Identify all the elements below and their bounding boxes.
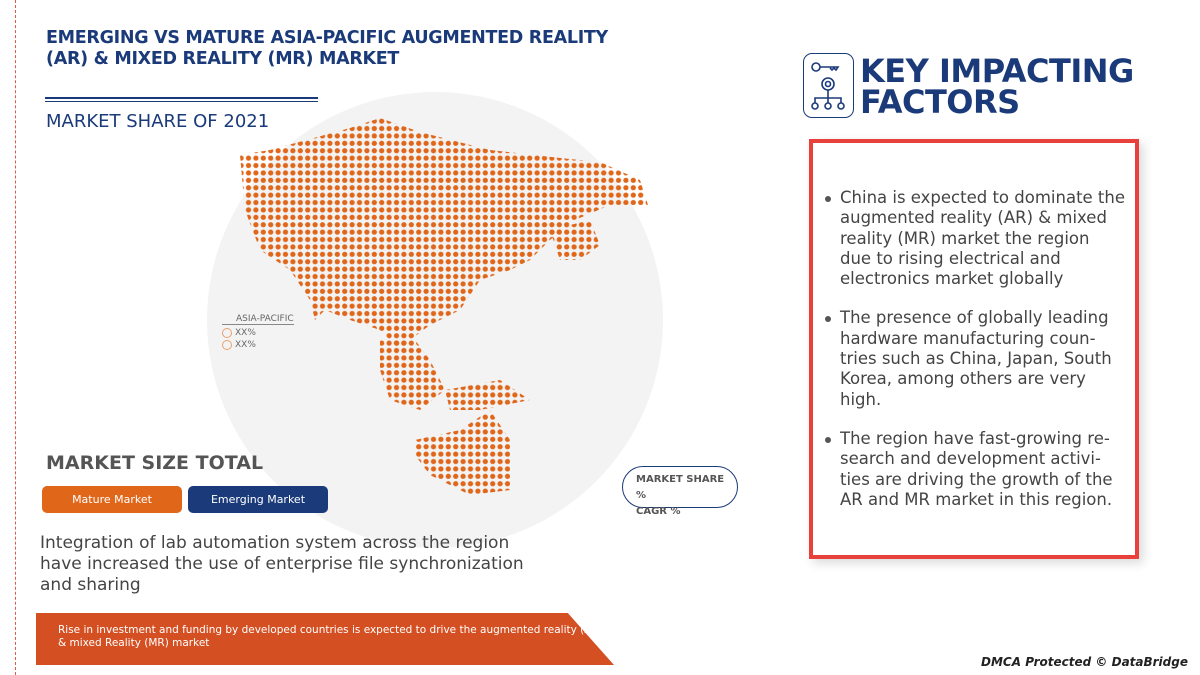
market-size-title: MARKET SIZE TOTAL	[46, 452, 264, 474]
growth-icon	[222, 340, 232, 350]
map-region-korea-japan	[550, 220, 600, 260]
market-share-label: MARKET SHARE %	[636, 474, 725, 501]
map-region-russia-china	[240, 118, 648, 350]
cagr-label: CAGR %	[636, 506, 681, 517]
key-factor-item: The region have fast-growing re-search a…	[823, 429, 1125, 510]
asia-pacific-dot-map	[240, 118, 648, 495]
page-title: EMERGING VS MATURE ASIA-PACIFIC AUGMENTE…	[46, 28, 608, 69]
legend-item: XX%	[222, 328, 294, 338]
key-factor-item: China is expected to dominate the augmen…	[823, 188, 1125, 289]
map-legend: ASIA-PACIFIC XX% XX%	[222, 314, 294, 350]
legend-region: ASIA-PACIFIC	[222, 314, 294, 325]
market-share-cagr-badge: MARKET SHARE % CAGR %	[622, 466, 738, 517]
mature-market-button[interactable]: Mature Market	[42, 486, 182, 513]
key-factor-item: The presence of globally leading hardwar…	[823, 308, 1125, 409]
legend-item: XX%	[222, 340, 294, 350]
info-banner: Rise in investment and funding by develo…	[36, 613, 614, 665]
key-factors-box	[809, 139, 1139, 559]
map-region-southeast-asia	[380, 340, 445, 410]
title-underline	[45, 97, 318, 102]
key-factors-title: KEY IMPACTING FACTORS	[860, 52, 1134, 121]
dashed-divider	[15, 0, 16, 675]
emerging-market-button[interactable]: Emerging Market	[188, 486, 328, 513]
pie-icon	[222, 328, 232, 338]
key-factors-list: China is expected to dominate the augmen…	[823, 188, 1125, 529]
map-region-islands	[445, 380, 530, 410]
map-region-australia	[415, 410, 510, 495]
subtitle: MARKET SHARE OF 2021	[46, 111, 270, 132]
description-paragraph: Integration of lab automation system acr…	[40, 533, 524, 595]
key-gear-network-icon	[803, 53, 854, 118]
watermark: DMCA Protected © DataBridge	[981, 655, 1188, 669]
